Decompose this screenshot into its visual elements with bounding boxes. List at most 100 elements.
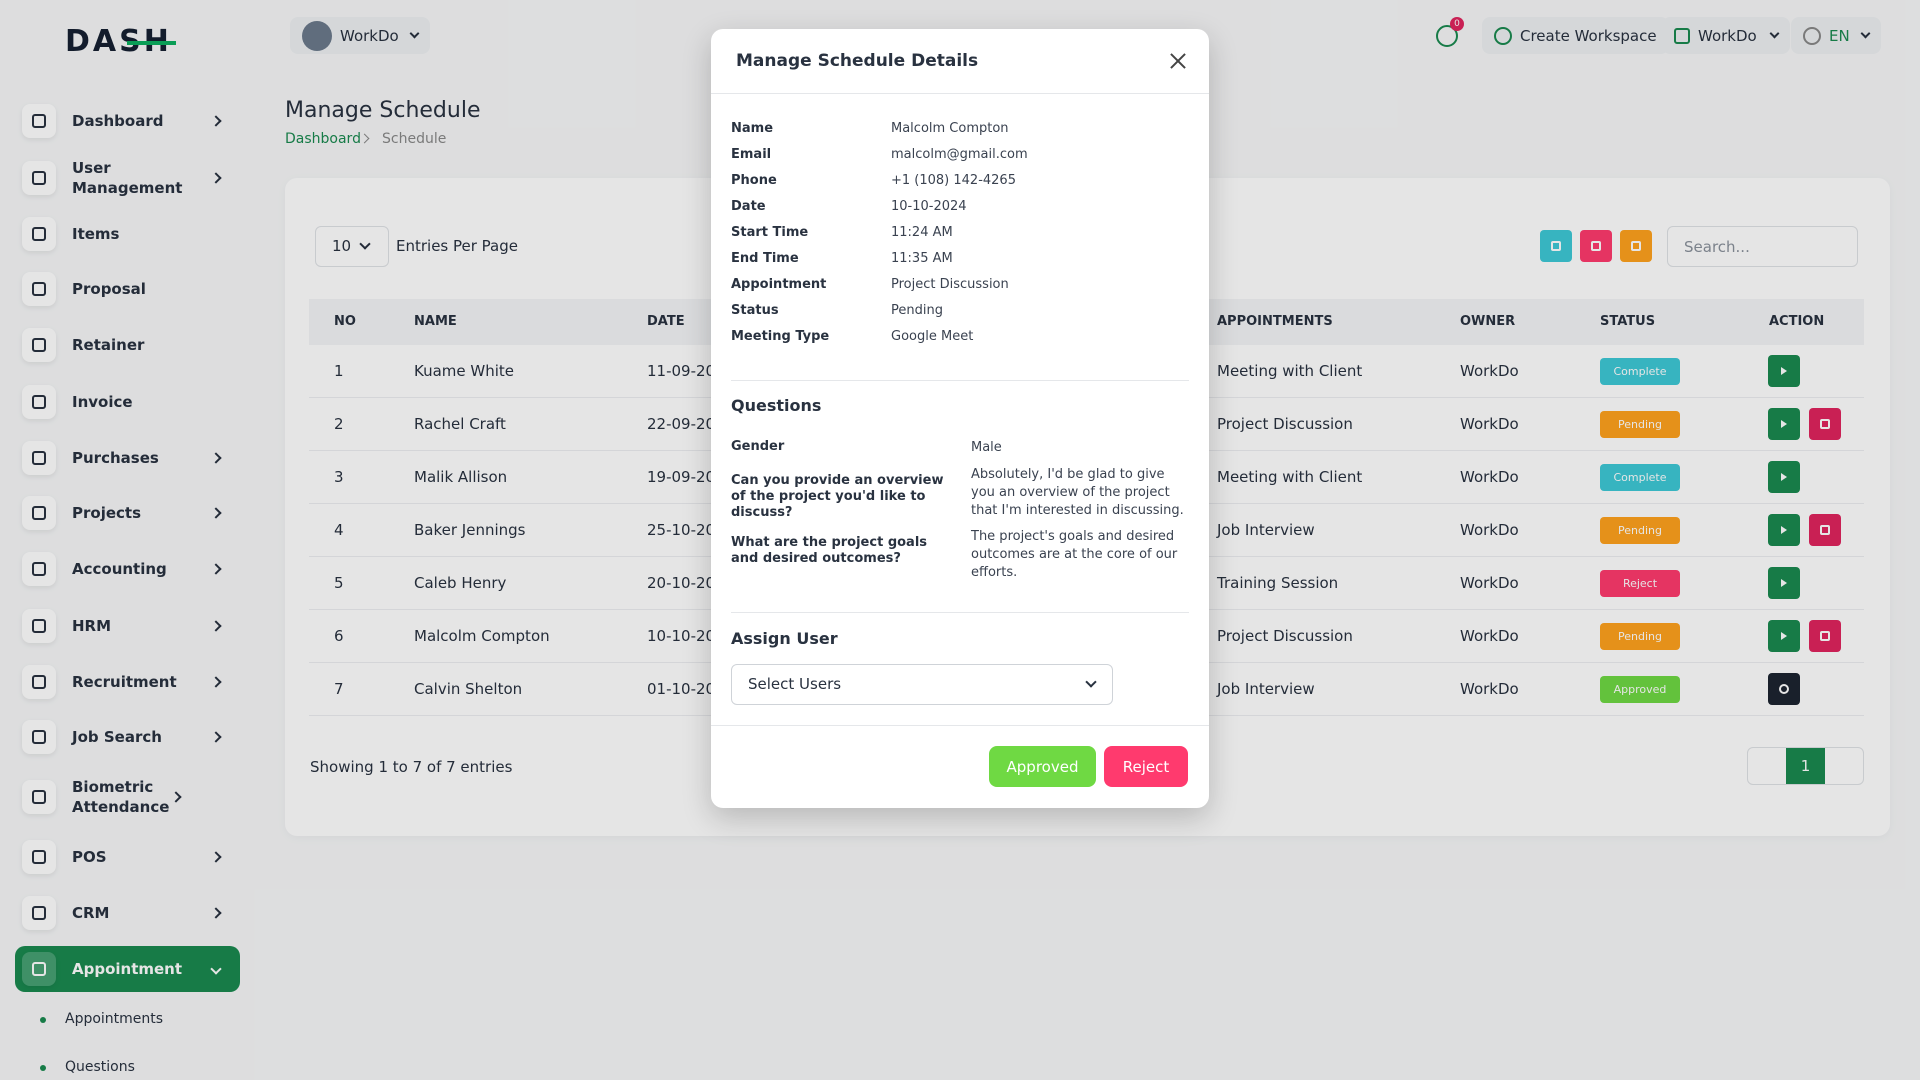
column-header[interactable]: NO: [334, 314, 356, 329]
modal: Manage Schedule Details Name Malcolm Compt…: [711, 29, 1209, 808]
sidebar-item[interactable]: HRM: [22, 603, 240, 649]
sidebar-item[interactable]: Appointment: [15, 946, 240, 992]
workspace-switcher[interactable]: WorkDo: [290, 17, 430, 54]
entries-select[interactable]: 10: [315, 226, 389, 267]
icon-shape: [32, 114, 46, 128]
subitem-label: Questions: [65, 1059, 135, 1075]
icon-shape: [32, 338, 46, 352]
answer-text: The project's goals and desired outcomes…: [971, 529, 1178, 580]
close-button[interactable]: [1166, 49, 1190, 73]
action-play-button[interactable]: [1768, 567, 1800, 599]
sidebar-item[interactable]: Biometric Attendance: [22, 774, 240, 820]
column-header[interactable]: DATE: [647, 314, 685, 329]
detail-label: Phone: [731, 173, 777, 188]
column-header[interactable]: STATUS: [1600, 314, 1656, 329]
breadcrumb-current: Schedule: [382, 131, 447, 147]
column-header[interactable]: APPOINTMENTS: [1217, 314, 1333, 329]
table-cell: WorkDo: [1460, 362, 1519, 380]
action-icon: [1781, 367, 1787, 375]
table-cell: WorkDo: [1460, 521, 1519, 539]
icon-shape: [32, 790, 46, 804]
sidebar-icon: [22, 609, 56, 643]
sidebar-icon: [22, 552, 56, 586]
sidebar-item[interactable]: Proposal: [22, 266, 240, 312]
detail-value: Google Meet: [891, 329, 974, 344]
action-view-button[interactable]: [1768, 673, 1800, 705]
sidebar-label: Purchases: [72, 449, 159, 467]
sidebar-item[interactable]: Invoice: [22, 379, 240, 425]
action-icon: [1781, 420, 1787, 428]
reject-button[interactable]: Reject: [1104, 746, 1188, 787]
sidebar-label: CRM: [72, 904, 110, 922]
detail-value: Project Discussion: [891, 277, 1009, 292]
sidebar-label: User Management: [72, 159, 183, 197]
detail-label: End Time: [731, 251, 799, 266]
refresh-button[interactable]: [1620, 230, 1652, 262]
action-play-button[interactable]: [1768, 620, 1800, 652]
sidebar-item[interactable]: Dashboard: [22, 98, 240, 144]
search-input[interactable]: Search...: [1667, 226, 1858, 267]
table-cell: Caleb Henry: [414, 574, 507, 592]
sidebar-item[interactable]: Projects: [22, 490, 240, 536]
action-delete-button[interactable]: [1809, 514, 1841, 546]
sidebar-item[interactable]: POS: [22, 834, 240, 880]
column-header[interactable]: OWNER: [1460, 314, 1516, 329]
sidebar-subitem[interactable]: Questions: [40, 1059, 135, 1075]
sidebar-label: Projects: [72, 504, 142, 522]
sidebar-item[interactable]: Retainer: [22, 322, 240, 368]
table-cell: 3: [334, 468, 344, 486]
table-cell: WorkDo: [1460, 627, 1519, 645]
logo: DASH: [65, 24, 176, 59]
create-workspace-button[interactable]: Create Workspace: [1482, 17, 1669, 54]
table-cell: WorkDo: [1460, 680, 1519, 698]
icon-shape: [32, 282, 46, 296]
sidebar-label: Retainer: [72, 336, 145, 354]
action-play-button[interactable]: [1768, 408, 1800, 440]
workspace-name: WorkDo: [340, 26, 399, 45]
sidebar-item[interactable]: Items: [22, 211, 240, 257]
detail-value: Pending: [891, 303, 943, 318]
notification-button[interactable]: 0: [1436, 17, 1464, 47]
sidebar-icon: [22, 104, 56, 138]
language-menu[interactable]: EN: [1791, 17, 1881, 54]
sidebar-item[interactable]: Recruitment: [22, 659, 240, 705]
status-badge: Reject: [1600, 570, 1680, 597]
action-delete-button[interactable]: [1809, 620, 1841, 652]
reset-button[interactable]: [1580, 230, 1612, 262]
breadcrumb-link[interactable]: Dashboard: [285, 131, 361, 147]
detail-label: Appointment: [731, 277, 827, 292]
status-badge: Complete: [1600, 464, 1680, 491]
sidebar-icon: [22, 952, 56, 986]
sidebar-icon: [22, 840, 56, 874]
current-page[interactable]: 1: [1786, 748, 1825, 784]
table-cell: Kuame White: [414, 362, 515, 380]
divider: [711, 93, 1209, 94]
sidebar-item[interactable]: CRM: [22, 890, 240, 936]
action-icon: [1820, 631, 1830, 641]
user-select[interactable]: Select Users: [731, 664, 1113, 705]
sidebar-subitem[interactable]: Appointments: [39, 1011, 164, 1027]
user-menu[interactable]: WorkDo: [1662, 17, 1790, 54]
action-delete-button[interactable]: [1809, 408, 1841, 440]
table-cell: 6: [334, 627, 344, 645]
column-header[interactable]: NAME: [414, 314, 457, 329]
sidebar-item[interactable]: Job Search: [22, 714, 240, 760]
download-button[interactable]: [1540, 230, 1572, 262]
action-play-button[interactable]: [1768, 461, 1800, 493]
sidebar-label: Accounting: [72, 560, 167, 578]
sidebar-icon: [22, 272, 56, 306]
sidebar-item[interactable]: Purchases: [22, 435, 240, 481]
action-play-button[interactable]: [1768, 355, 1800, 387]
table-cell: Baker Jennings: [414, 521, 526, 539]
action-play-button[interactable]: [1768, 514, 1800, 546]
sidebar-item[interactable]: User Management: [22, 155, 240, 201]
column-header[interactable]: ACTION: [1769, 314, 1825, 329]
question-label: What are the project goals and desired o…: [731, 535, 928, 566]
approve-button[interactable]: Approved: [989, 746, 1096, 787]
sidebar-item[interactable]: Accounting: [22, 546, 240, 592]
subitem-label: Appointments: [65, 1011, 164, 1027]
plus-icon: [1494, 26, 1512, 45]
sidebar-icon: [22, 496, 56, 530]
detail-value: malcolm@gmail.com: [891, 147, 1028, 162]
